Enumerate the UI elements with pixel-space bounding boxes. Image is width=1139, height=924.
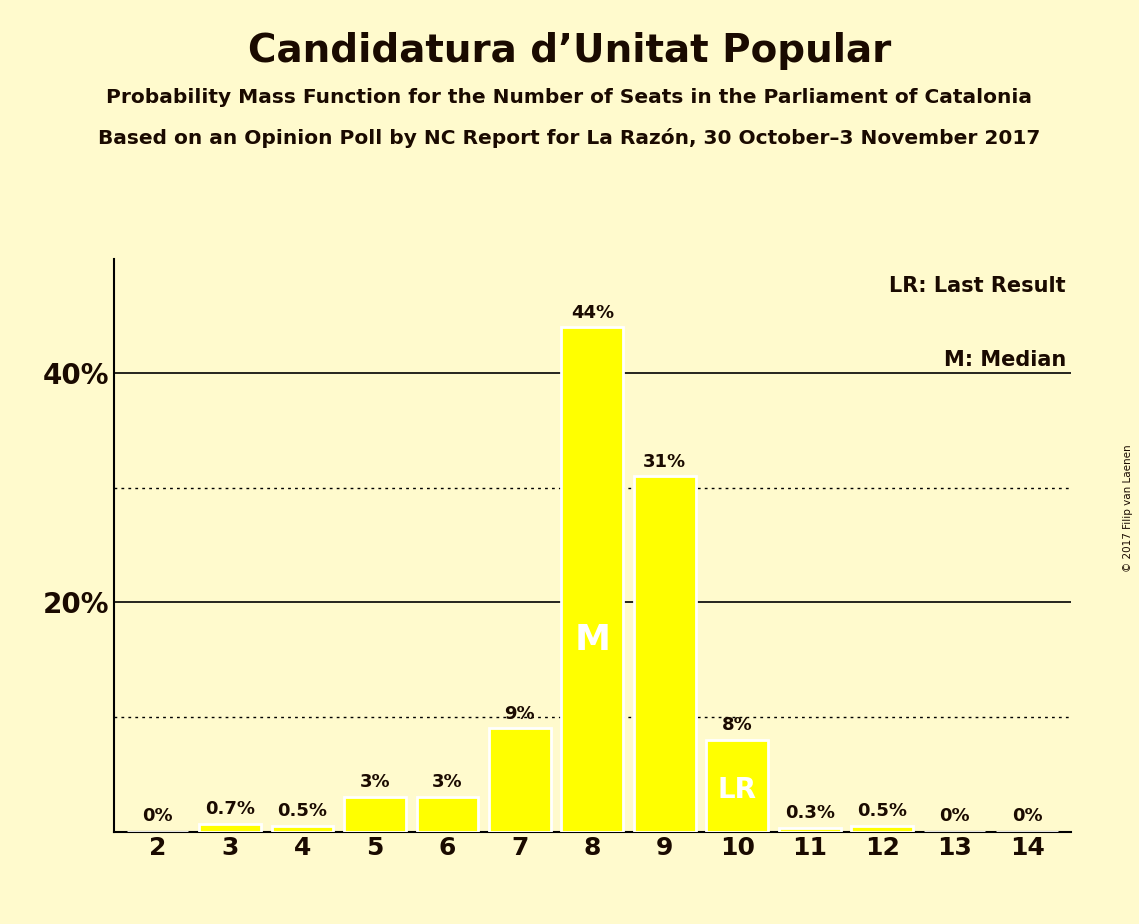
Text: Candidatura d’Unitat Popular: Candidatura d’Unitat Popular: [248, 32, 891, 70]
Text: 0%: 0%: [940, 807, 970, 825]
Text: Probability Mass Function for the Number of Seats in the Parliament of Catalonia: Probability Mass Function for the Number…: [107, 88, 1032, 107]
Text: 3%: 3%: [360, 773, 391, 792]
Bar: [562, 327, 623, 832]
Text: M: M: [574, 623, 611, 657]
Text: 0.3%: 0.3%: [785, 805, 835, 822]
Text: 9%: 9%: [505, 705, 535, 723]
Text: 0.7%: 0.7%: [205, 800, 255, 818]
Bar: [851, 826, 913, 832]
Text: Based on an Opinion Poll by NC Report for La Razón, 30 October–3 November 2017: Based on an Opinion Poll by NC Report fo…: [98, 128, 1041, 148]
Text: LR: LR: [718, 776, 756, 805]
Text: LR: Last Result: LR: Last Result: [890, 276, 1066, 296]
Text: 0.5%: 0.5%: [278, 802, 327, 821]
Bar: [489, 728, 550, 832]
Bar: [344, 797, 405, 832]
Text: 0%: 0%: [142, 807, 173, 825]
Bar: [271, 826, 333, 832]
Text: 8%: 8%: [722, 716, 753, 735]
Bar: [706, 740, 768, 832]
Text: 3%: 3%: [432, 773, 462, 792]
Text: 44%: 44%: [571, 304, 614, 322]
Text: 31%: 31%: [644, 453, 687, 470]
Bar: [634, 477, 696, 832]
Bar: [779, 828, 841, 832]
Text: © 2017 Filip van Laenen: © 2017 Filip van Laenen: [1123, 444, 1133, 572]
Text: M: Median: M: Median: [943, 350, 1066, 371]
Text: 0%: 0%: [1011, 807, 1042, 825]
Bar: [199, 823, 261, 832]
Text: 0.5%: 0.5%: [858, 802, 907, 821]
Bar: [417, 797, 478, 832]
